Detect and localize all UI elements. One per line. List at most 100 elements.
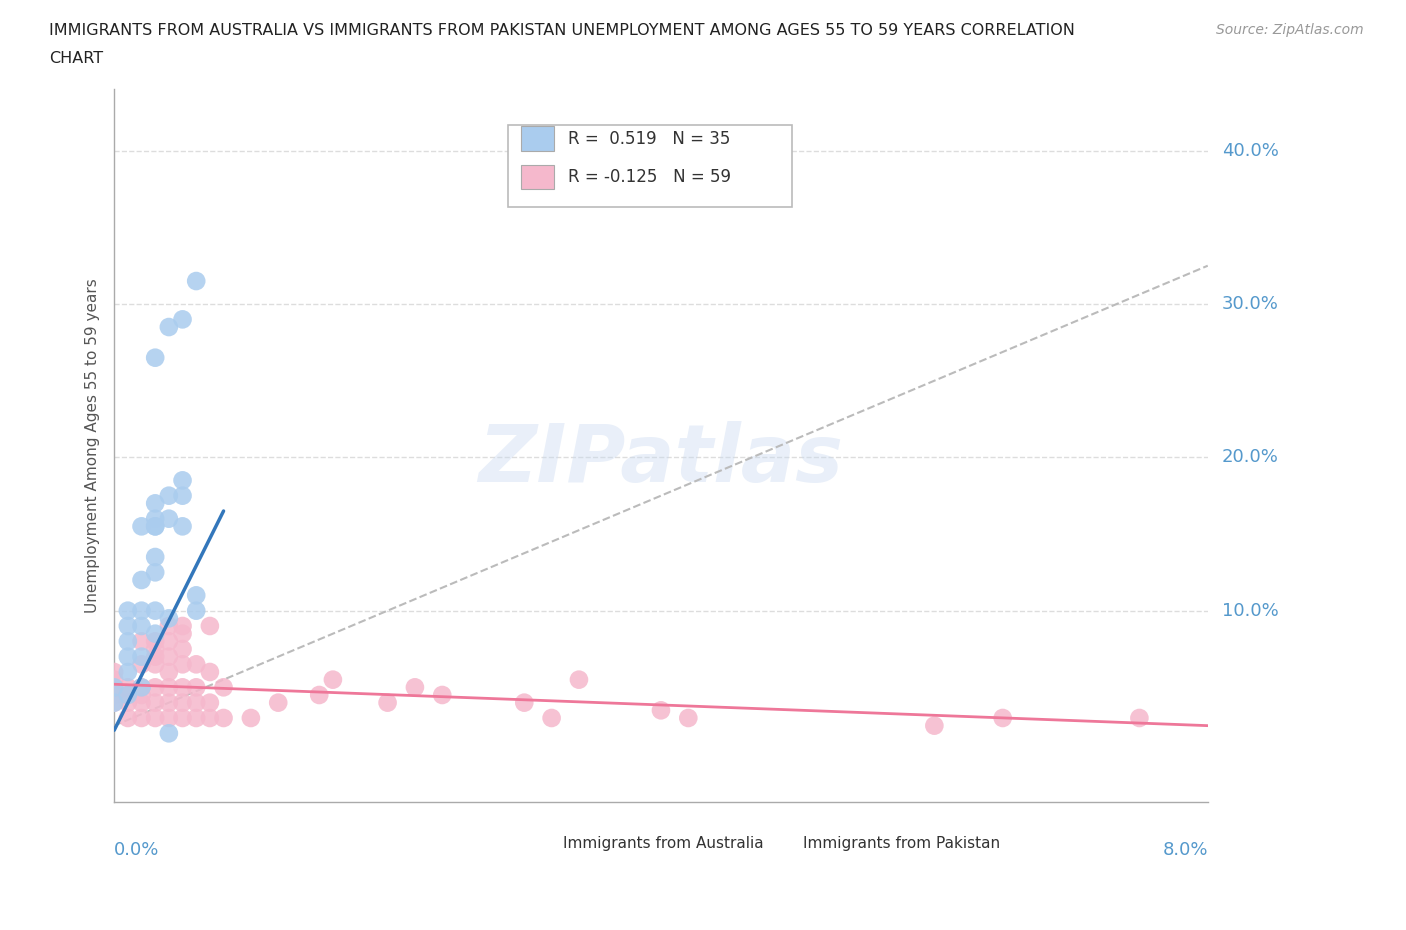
Point bbox=[103, 680, 125, 695]
Point bbox=[117, 687, 139, 702]
Point bbox=[131, 519, 153, 534]
Point bbox=[540, 711, 562, 725]
Point bbox=[131, 634, 153, 649]
Point bbox=[172, 473, 194, 488]
Point bbox=[131, 680, 153, 695]
Point bbox=[143, 680, 166, 695]
Point bbox=[1128, 711, 1150, 725]
Point bbox=[117, 680, 139, 695]
Point bbox=[568, 672, 591, 687]
Point bbox=[198, 665, 221, 680]
Point bbox=[157, 726, 180, 741]
Point bbox=[198, 696, 221, 711]
Point bbox=[322, 672, 344, 687]
Point bbox=[186, 680, 208, 695]
Point bbox=[143, 519, 166, 534]
Point bbox=[131, 687, 153, 702]
Point bbox=[308, 687, 330, 702]
Point bbox=[157, 611, 180, 626]
Point bbox=[432, 687, 454, 702]
Point bbox=[143, 512, 166, 526]
Text: R = -0.125   N = 59: R = -0.125 N = 59 bbox=[568, 168, 731, 186]
Point bbox=[103, 687, 125, 702]
Point bbox=[143, 351, 166, 365]
Point bbox=[377, 696, 399, 711]
Point bbox=[143, 496, 166, 511]
Point bbox=[143, 696, 166, 711]
Point bbox=[186, 696, 208, 711]
Text: 10.0%: 10.0% bbox=[1222, 602, 1278, 619]
Text: 30.0%: 30.0% bbox=[1222, 295, 1278, 313]
Point bbox=[143, 626, 166, 641]
Point bbox=[172, 680, 194, 695]
Point bbox=[157, 512, 180, 526]
Point bbox=[143, 642, 166, 657]
Point bbox=[186, 657, 208, 671]
Text: Immigrants from Australia: Immigrants from Australia bbox=[562, 836, 763, 851]
Point bbox=[131, 696, 153, 711]
Point bbox=[143, 634, 166, 649]
Point bbox=[143, 565, 166, 579]
Point bbox=[212, 711, 235, 725]
Y-axis label: Unemployment Among Ages 55 to 59 years: Unemployment Among Ages 55 to 59 years bbox=[86, 278, 100, 613]
Text: 40.0%: 40.0% bbox=[1222, 141, 1278, 160]
Text: 8.0%: 8.0% bbox=[1163, 842, 1208, 859]
Point bbox=[650, 703, 672, 718]
Point bbox=[186, 273, 208, 288]
Point bbox=[143, 711, 166, 725]
Point bbox=[143, 604, 166, 618]
Point bbox=[143, 519, 166, 534]
FancyBboxPatch shape bbox=[770, 833, 794, 854]
Point bbox=[131, 618, 153, 633]
Point bbox=[117, 665, 139, 680]
Text: 0.0%: 0.0% bbox=[114, 842, 159, 859]
Text: Source: ZipAtlas.com: Source: ZipAtlas.com bbox=[1216, 23, 1364, 37]
Point bbox=[117, 711, 139, 725]
Point bbox=[117, 696, 139, 711]
Point bbox=[131, 680, 153, 695]
FancyBboxPatch shape bbox=[522, 126, 554, 151]
Point bbox=[678, 711, 700, 725]
Point bbox=[157, 634, 180, 649]
Point bbox=[131, 657, 153, 671]
Point bbox=[212, 680, 235, 695]
Point bbox=[157, 320, 180, 335]
Point bbox=[172, 657, 194, 671]
Point bbox=[157, 488, 180, 503]
FancyBboxPatch shape bbox=[508, 125, 792, 207]
Point bbox=[143, 657, 166, 671]
Point bbox=[198, 618, 221, 633]
Point bbox=[404, 680, 426, 695]
Point bbox=[172, 711, 194, 725]
Point bbox=[267, 696, 290, 711]
Point bbox=[103, 696, 125, 711]
Point bbox=[157, 665, 180, 680]
Point bbox=[186, 711, 208, 725]
Point bbox=[131, 604, 153, 618]
Point bbox=[172, 626, 194, 641]
Point bbox=[103, 672, 125, 687]
Point bbox=[239, 711, 262, 725]
Text: CHART: CHART bbox=[49, 51, 103, 66]
Point bbox=[157, 696, 180, 711]
Point bbox=[513, 696, 536, 711]
Point bbox=[103, 696, 125, 711]
Point bbox=[991, 711, 1014, 725]
Point bbox=[198, 711, 221, 725]
Text: ZIPatlas: ZIPatlas bbox=[478, 421, 844, 499]
Point bbox=[157, 649, 180, 664]
FancyBboxPatch shape bbox=[522, 165, 554, 189]
Point bbox=[172, 519, 194, 534]
Point bbox=[186, 588, 208, 603]
Point bbox=[117, 687, 139, 702]
Point bbox=[157, 618, 180, 633]
Point bbox=[131, 711, 153, 725]
Point bbox=[131, 573, 153, 588]
Point bbox=[172, 618, 194, 633]
Point bbox=[186, 604, 208, 618]
FancyBboxPatch shape bbox=[530, 833, 554, 854]
Point bbox=[103, 665, 125, 680]
Point bbox=[117, 634, 139, 649]
Text: Immigrants from Pakistan: Immigrants from Pakistan bbox=[803, 836, 1000, 851]
Point bbox=[172, 488, 194, 503]
